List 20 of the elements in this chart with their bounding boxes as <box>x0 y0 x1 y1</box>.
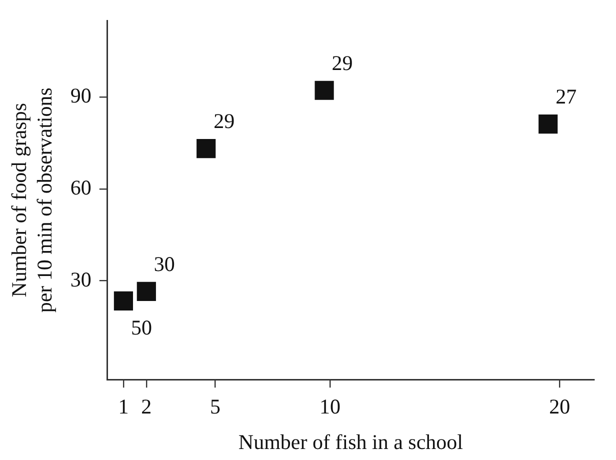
x-tick-label: 1 <box>118 394 129 419</box>
point <box>314 80 334 100</box>
y-tick-label: 90 <box>70 84 92 108</box>
annotation: 27 <box>556 84 577 109</box>
y-axis-title: Number of food grasps per 10 min of observations <box>7 88 56 313</box>
annotation: 50 <box>130 315 152 340</box>
x-tick-label: 20 <box>549 394 570 419</box>
x-tick-label: 10 <box>320 394 341 419</box>
y-tick-label: 30 <box>70 267 92 292</box>
y-tick-label: 60 <box>70 175 92 200</box>
annotation: 29 <box>214 109 235 134</box>
x-tick-label: 2 <box>141 394 152 419</box>
x-axis-title: Number of fish in a school <box>238 430 464 454</box>
point <box>136 282 156 302</box>
annotation: 29 <box>332 50 353 75</box>
annotation: 30 <box>154 252 175 276</box>
point <box>114 291 134 310</box>
point <box>538 114 558 134</box>
point <box>196 138 216 158</box>
x-tick-label: 5 <box>210 394 221 419</box>
